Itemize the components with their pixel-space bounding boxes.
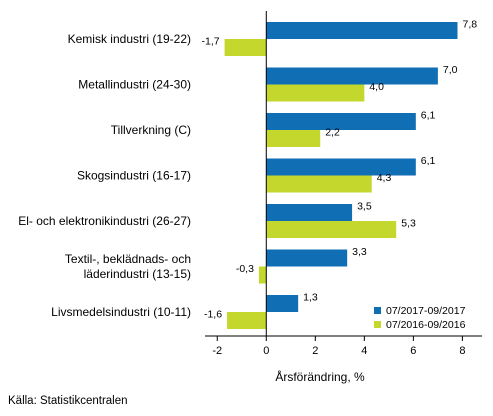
x-tick-label-5: 6 [410,345,416,357]
bar-1-6 [266,249,348,267]
category-label-6-line-2: läderindustri (13-15) [84,267,191,281]
bar-1-3 [266,113,416,130]
data-label-2-4: 4,3 [377,172,392,184]
legend-swatch-2 [374,321,381,328]
bars-layer [224,22,458,329]
data-label-2-6: -0,3 [236,263,254,275]
bar-2-2 [266,84,365,102]
bar-1-7 [266,295,299,312]
legend-label-1: 07/2017-09/2017 [386,305,466,317]
data-label-2-2: 4,0 [369,81,384,93]
data-label-1-5: 3,5 [357,201,372,213]
x-tick-label-6: 8 [459,345,465,357]
data-labels-layer: 7,8 -1,7 7,0 4,0 6,1 2,2 6,1 4,3 3,5 5,3 3,3 -0,3 1,… [202,19,478,321]
x-tick-label-4: 4 [361,345,367,357]
legend-swatch-1 [374,307,381,314]
x-tick-label-3: 2 [312,345,318,357]
data-label-2-3: 2,2 [325,127,340,139]
bar-1-2 [266,67,438,85]
data-label-1-1: 7,8 [462,19,477,31]
bar-2-7 [227,312,267,329]
category-label-4: Skogsindustri (16-17) [77,169,191,183]
x-tick-label-1: -2 [212,345,222,357]
category-label-2: Metallindustri (24-30) [78,78,191,92]
bar-2-6 [258,266,267,284]
category-labels-layer: Kemisk industri (19-22) Metallindustri (2… [18,32,191,319]
category-label-6-line-1: Textil-, beklädnads- och [65,252,191,266]
bar-1-5 [266,204,353,221]
category-label-3: Tillverkning (C) [111,123,191,137]
bar-1-4 [266,158,416,176]
bar-2-3 [266,130,321,147]
category-label-1: Kemisk industri (19-22) [68,32,191,46]
category-label-5: El- och elektronikindustri (26-27) [18,214,191,228]
x-axis-layer: -2 0 2 4 6 8 [205,335,482,357]
data-label-2-5: 5,3 [401,218,416,230]
source-note: Källa: Statistikcentralen [8,395,128,407]
data-label-1-7: 1,3 [303,292,318,304]
bar-2-1 [224,39,267,56]
bar-2-5 [266,221,397,238]
data-label-1-2: 7,0 [443,64,458,76]
data-label-1-4: 6,1 [421,155,436,167]
bar-2-4 [266,175,372,193]
data-label-1-3: 6,1 [421,110,436,122]
x-axis-title: Årsförändring, % [275,369,365,384]
category-label-7: Livsmedelsindustri (10-11) [51,305,191,319]
bar-1-1 [266,22,458,39]
x-tick-label-2: 0 [263,345,269,357]
data-label-2-7: -1,6 [204,309,222,321]
data-label-1-6: 3,3 [352,246,367,258]
legend: 07/2017-09/2017 07/2016-09/2016 [374,305,466,331]
data-label-2-1: -1,7 [202,36,220,48]
legend-label-2: 07/2016-09/2016 [386,319,466,331]
